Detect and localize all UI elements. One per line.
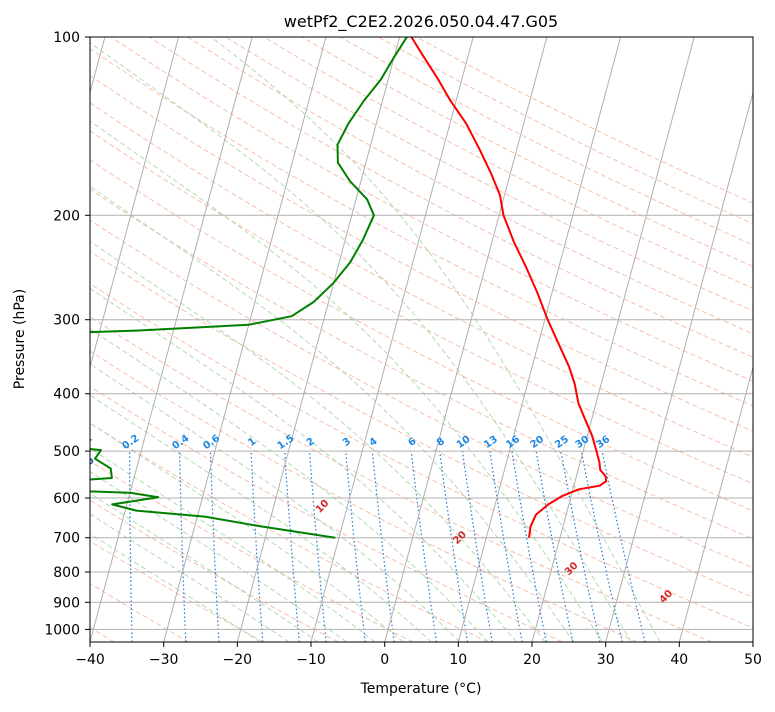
y-tick-label: 300 bbox=[53, 313, 80, 329]
y-tick-label: 600 bbox=[53, 491, 80, 507]
x-tick-label: −10 bbox=[296, 652, 326, 668]
y-axis-label: Pressure (hPa) bbox=[12, 289, 28, 389]
y-tick-label: 800 bbox=[53, 565, 80, 581]
x-tick-label: 10 bbox=[449, 652, 467, 668]
x-tick-label: 40 bbox=[670, 652, 688, 668]
chart-title: wetPf2_C2E2.2026.050.04.47.G05 bbox=[284, 12, 558, 32]
x-tick-label: 0 bbox=[380, 652, 389, 668]
x-axis-label: Temperature (°C) bbox=[360, 681, 482, 697]
x-tick-label: −20 bbox=[223, 652, 253, 668]
y-tick-label: 100 bbox=[53, 30, 80, 46]
x-tick-label: −30 bbox=[149, 652, 179, 668]
y-tick-label: 700 bbox=[53, 531, 80, 547]
y-tick-label: 900 bbox=[53, 595, 80, 611]
x-tick-label: 30 bbox=[597, 652, 615, 668]
y-tick-label: 500 bbox=[53, 444, 80, 460]
x-tick-label: 50 bbox=[744, 652, 762, 668]
y-tick-label: 1000 bbox=[44, 622, 80, 638]
x-tick-label: −40 bbox=[75, 652, 105, 668]
y-tick-label: 200 bbox=[53, 208, 80, 224]
y-tick-label: 400 bbox=[53, 387, 80, 403]
x-tick-label: 20 bbox=[523, 652, 541, 668]
